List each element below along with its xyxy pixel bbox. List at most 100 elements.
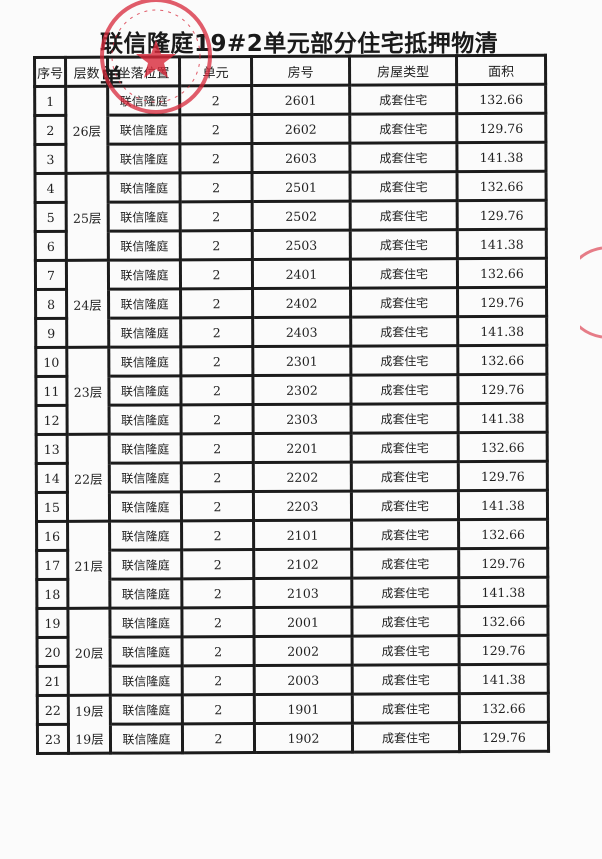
cell-unit: 2 — [180, 259, 253, 289]
cell-unit: 2 — [181, 491, 254, 521]
table-row: 15 联信隆庭 2 2203 成套住宅 141.38 — [36, 490, 548, 522]
floor-cell — [67, 608, 111, 638]
cell-type: 成套住宅 — [352, 635, 460, 666]
cell-seq: 14 — [36, 463, 68, 493]
header-seq: 序号 — [34, 57, 66, 87]
cell-room: 2101 — [253, 520, 352, 550]
cell-seq: 22 — [37, 695, 69, 725]
cell-unit: 2 — [181, 520, 254, 550]
cell-type: 成套住宅 — [349, 113, 457, 144]
cell-location: 联信隆庭 — [108, 317, 181, 348]
cell-room: 2102 — [253, 549, 352, 579]
cell-room: 2501 — [252, 172, 351, 202]
floor-cell: 22层 — [67, 463, 110, 493]
cell-location: 联信隆庭 — [110, 636, 183, 667]
cell-type: 成套住宅 — [352, 693, 460, 724]
floor-cell — [66, 347, 109, 377]
cell-location: 联信隆庭 — [109, 462, 182, 493]
cell-room: 2401 — [252, 259, 351, 289]
cell-location: 联信隆庭 — [107, 114, 180, 145]
cell-type: 成套住宅 — [350, 258, 458, 289]
header-floor: 层数 — [65, 57, 108, 87]
table-row: 6 联信隆庭 2 2503 成套住宅 141.38 — [35, 229, 547, 261]
cell-seq: 13 — [36, 434, 68, 464]
cell-room: 2601 — [251, 85, 350, 115]
table-row: 9 联信隆庭 2 2403 成套住宅 141.38 — [35, 316, 547, 348]
cell-location: 联信隆庭 — [110, 665, 183, 696]
cell-unit: 2 — [181, 578, 254, 608]
cell-location: 联信隆庭 — [107, 143, 181, 174]
header-area: 面积 — [456, 55, 546, 85]
floor-cell: 24层 — [66, 289, 109, 319]
cell-unit: 2 — [182, 665, 255, 695]
cell-seq: 6 — [35, 231, 67, 261]
cell-type: 成套住宅 — [351, 606, 460, 637]
cell-area: 129.76 — [457, 200, 547, 230]
cell-room: 2003 — [254, 665, 353, 695]
cell-type: 成套住宅 — [350, 229, 458, 260]
cell-type: 成套住宅 — [350, 287, 458, 318]
collateral-table: 序号 层数 坐落位置 单元 房号 房屋类型 面积 1 联信隆庭 2 2601 成套住宅 132.66 2… — [33, 54, 550, 755]
floor-cell — [65, 144, 109, 174]
cell-location: 联信隆庭 — [109, 491, 182, 522]
cell-seq: 1 — [34, 86, 66, 116]
cell-area: 132.66 — [456, 84, 546, 114]
table-row: 19 联信隆庭 2 2001 成套住宅 132.66 — [36, 606, 549, 638]
cell-room: 1901 — [254, 694, 353, 724]
cell-location: 联信隆庭 — [109, 549, 182, 580]
cell-seq: 12 — [36, 405, 68, 435]
table-row: 17 21层 联信隆庭 2 2102 成套住宅 129.76 — [36, 548, 548, 580]
cell-type: 成套住宅 — [350, 200, 458, 231]
cell-unit: 2 — [182, 694, 255, 724]
cell-location: 联信隆庭 — [108, 288, 181, 319]
table-row: 5 25层 联信隆庭 2 2502 成套住宅 129.76 — [35, 200, 547, 232]
cell-room: 2603 — [251, 143, 351, 173]
cell-seq: 10 — [35, 347, 67, 377]
cell-area: 129.76 — [458, 548, 548, 578]
cell-seq: 7 — [35, 260, 67, 290]
cell-unit: 2 — [180, 346, 253, 376]
header-unit: 单元 — [179, 56, 252, 86]
cell-location: 联信隆庭 — [109, 520, 182, 551]
cell-unit: 2 — [181, 433, 254, 463]
cell-area: 141.38 — [456, 142, 547, 172]
cell-area: 132.66 — [457, 171, 547, 201]
table-row: 22 19层 联信隆庭 2 1901 成套住宅 132.66 — [37, 693, 549, 725]
table-row: 14 22层 联信隆庭 2 2202 成套住宅 129.76 — [36, 461, 548, 493]
cell-location: 联信隆庭 — [109, 607, 183, 638]
cell-area: 129.76 — [457, 287, 547, 317]
cell-seq: 18 — [36, 579, 68, 609]
cell-room: 2002 — [254, 636, 353, 666]
table-row: 11 23层 联信隆庭 2 2302 成套住宅 129.76 — [35, 374, 548, 406]
floor-cell: 23层 — [66, 376, 110, 406]
cell-unit: 2 — [182, 723, 255, 753]
cell-room: 2503 — [252, 230, 351, 260]
table-row: 21 联信隆庭 2 2003 成套住宅 141.38 — [37, 664, 549, 696]
cell-seq: 15 — [36, 492, 68, 522]
cell-seq: 20 — [37, 637, 69, 667]
cell-unit: 2 — [180, 201, 253, 231]
cell-location: 联信隆庭 — [108, 201, 181, 232]
cell-area: 132.66 — [458, 519, 548, 549]
cell-type: 成套住宅 — [351, 461, 459, 492]
cell-room: 2402 — [252, 288, 351, 318]
floor-cell: 20层 — [68, 637, 111, 667]
cell-area: 132.66 — [457, 345, 547, 375]
floor-cell — [65, 86, 108, 116]
cell-area: 129.76 — [456, 113, 546, 143]
header-room: 房号 — [251, 56, 350, 86]
cell-area: 141.38 — [458, 403, 548, 433]
cell-room: 2403 — [252, 317, 351, 347]
cell-unit: 2 — [179, 143, 253, 173]
cell-unit: 2 — [182, 636, 255, 666]
cell-seq: 3 — [34, 144, 67, 174]
table-row: 12 联信隆庭 2 2303 成套住宅 141.38 — [36, 403, 548, 435]
cell-seq: 5 — [35, 202, 67, 232]
cell-room: 2103 — [253, 578, 352, 608]
table-row: 20 20层 联信隆庭 2 2002 成套住宅 129.76 — [37, 635, 549, 667]
floor-cell — [67, 434, 110, 464]
cell-location: 联信隆庭 — [107, 85, 180, 116]
cell-type: 成套住宅 — [351, 548, 459, 579]
cell-area: 141.38 — [458, 490, 548, 520]
cell-room: 2201 — [253, 433, 352, 463]
